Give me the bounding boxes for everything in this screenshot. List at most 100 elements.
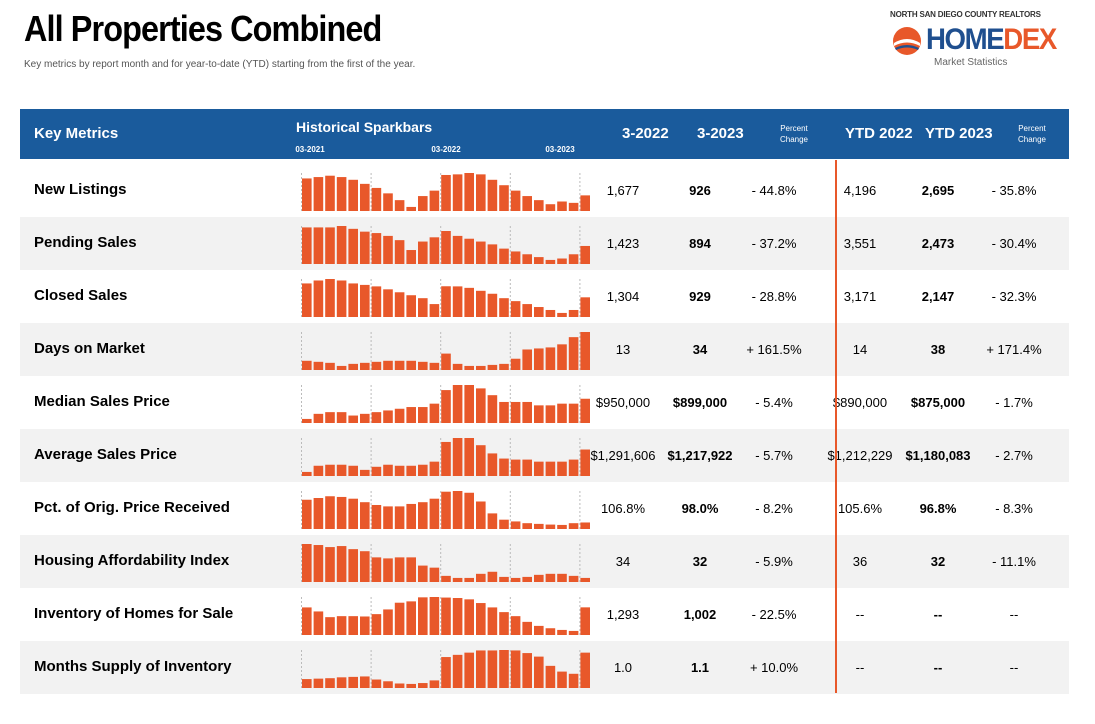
sparkbar <box>302 607 312 635</box>
metric-label: Closed Sales <box>34 287 128 304</box>
value-ytd-prev: 14 <box>852 342 868 357</box>
sparkbar <box>510 616 521 635</box>
sparkbar <box>476 603 486 635</box>
sparkbar <box>476 650 486 688</box>
sparkbar <box>383 360 393 370</box>
sparkbar <box>302 360 312 370</box>
sparkbar <box>568 309 579 317</box>
sparkbar <box>371 679 382 688</box>
sparkbar <box>348 616 358 635</box>
sparkbar <box>371 286 382 317</box>
sparkbar <box>360 183 370 211</box>
sparkbar <box>383 193 393 211</box>
sparkbar <box>360 616 370 635</box>
metric-label: Housing Affordability Index <box>34 552 230 569</box>
value-month-curr: 929 <box>689 289 711 304</box>
sparkbar <box>476 290 486 317</box>
sparkbar <box>348 676 358 688</box>
sparkbar <box>302 499 312 529</box>
sparkbar <box>325 175 335 211</box>
value-ytd-prev: 3,551 <box>843 236 877 251</box>
sparkbar <box>441 491 451 529</box>
header-percent-change: Percent Change <box>779 124 809 144</box>
value-ytd-prev: $890,000 <box>832 395 888 410</box>
sparkbar <box>371 361 382 370</box>
sparkbar <box>499 612 509 635</box>
sparkbar <box>383 609 393 635</box>
sparkbar-chart <box>301 597 590 635</box>
sparkbar <box>452 598 463 635</box>
sparkbar <box>383 506 393 529</box>
sparkbar <box>557 461 567 476</box>
sparkbar <box>534 307 544 317</box>
sparkbar <box>383 464 393 476</box>
sparkbar <box>360 362 370 370</box>
sparkbar <box>441 575 451 582</box>
value-ytd-curr: -- <box>933 607 943 622</box>
sparkbar <box>522 401 532 423</box>
sparkbar <box>394 200 405 211</box>
sparkbar <box>557 403 567 423</box>
value-percent-change: - 5.4% <box>755 395 793 410</box>
table-row: Days on Market 13 34 + 161.5% 14 38 + 171.4% <box>20 323 1069 376</box>
sparkbar <box>302 178 312 211</box>
sparkbar-chart <box>301 438 590 476</box>
metric-label: New Listings <box>34 181 127 198</box>
sparkbar <box>360 502 370 529</box>
sparkbar <box>418 241 428 264</box>
value-ytd-percent-change: -- <box>1009 607 1019 622</box>
sparkbar <box>336 226 347 264</box>
sparkbar <box>464 438 474 476</box>
metric-label: Days on Market <box>34 340 145 357</box>
sparkbar <box>418 597 428 635</box>
sparkbar <box>406 503 416 529</box>
sparkbar <box>313 545 324 582</box>
table-row: Pct. of Orig. Price Received 106.8% 98.0% -… <box>20 482 1069 535</box>
sparkbar <box>313 227 324 264</box>
sparkbar <box>580 398 590 423</box>
sparkbar <box>302 418 312 423</box>
sparkbar <box>429 461 440 476</box>
sparkbar <box>499 248 509 264</box>
sparkbar <box>487 179 498 211</box>
value-ytd-prev: -- <box>855 607 865 622</box>
sparkbar <box>476 174 486 211</box>
sparkbar <box>429 597 440 635</box>
logo-brand-part2: DEX <box>1003 23 1057 56</box>
value-ytd-percent-change: - 8.3% <box>995 501 1033 516</box>
value-ytd-curr: 2,473 <box>921 236 955 251</box>
sparkbar <box>452 174 463 211</box>
sparkbar <box>452 385 463 423</box>
sparkbar <box>510 459 521 476</box>
sparkbar <box>302 227 312 264</box>
table-row: Average Sales Price $1,291,606 $1,217,922 -… <box>20 429 1069 482</box>
sparkbar <box>545 628 556 635</box>
sparkbar <box>383 410 393 423</box>
sparkbar <box>325 362 335 370</box>
table-row: Median Sales Price $950,000 $899,000 - 5.4%… <box>20 376 1069 429</box>
value-percent-change: - 28.8% <box>751 289 797 304</box>
sparkbar <box>336 177 347 211</box>
value-percent-change: + 10.0% <box>749 660 799 675</box>
sparkbar <box>534 523 544 529</box>
sparkbar <box>394 557 405 582</box>
sparkbar <box>394 240 405 264</box>
sparkbar <box>580 652 590 688</box>
sparkbar <box>464 238 474 264</box>
value-month-curr: 98.0% <box>681 501 719 516</box>
sparkbar <box>313 611 324 635</box>
sparkbar <box>545 573 556 582</box>
sparkbar <box>383 289 393 317</box>
value-ytd-percent-change: - 1.7% <box>995 395 1033 410</box>
sparkbar <box>348 179 358 211</box>
sparkbar <box>476 365 486 370</box>
sparkbar <box>406 601 416 635</box>
sparkbar <box>313 280 324 317</box>
sparkbar <box>534 405 544 423</box>
value-month-prev: $950,000 <box>595 395 651 410</box>
sparkbar <box>394 292 405 317</box>
sparkbar <box>452 654 463 688</box>
table-row: Inventory of Homes for Sale 1,293 1,002 - 2… <box>20 588 1069 641</box>
sparkbar <box>336 677 347 688</box>
sparkbar <box>429 237 440 264</box>
